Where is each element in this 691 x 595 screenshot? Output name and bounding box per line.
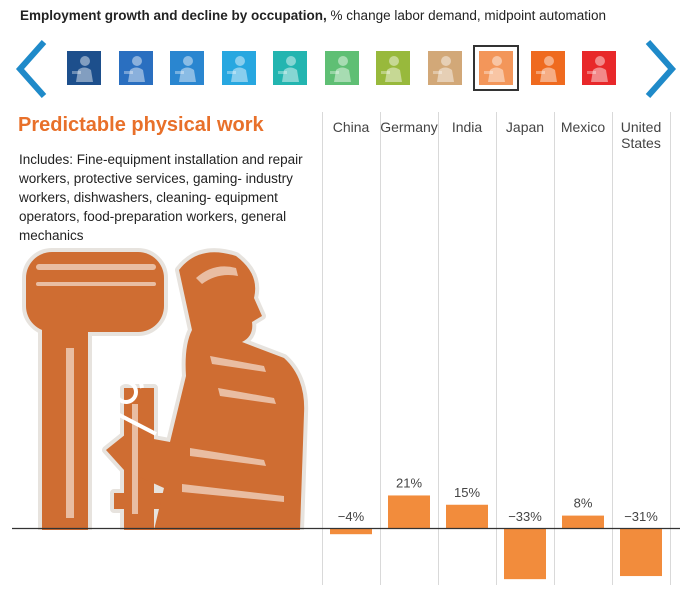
worker-icon[interactable] [530, 51, 565, 85]
bar-china [330, 528, 372, 535]
data-label: −4% [338, 509, 365, 524]
worker-icon[interactable] [376, 51, 410, 85]
data-label: −31% [624, 509, 658, 524]
chevron-left-icon [15, 40, 47, 98]
prev-occupation-button[interactable] [12, 38, 52, 100]
worker-icon[interactable] [427, 51, 462, 85]
country-label: United States [620, 119, 662, 151]
country-label: Germany [380, 119, 438, 135]
machinist-at-drill-press-icon [14, 238, 314, 534]
data-label: 21% [396, 475, 422, 490]
worker-icon[interactable] [67, 51, 101, 85]
worker-icon[interactable] [324, 51, 359, 85]
header-title-rest: % change labor demand, midpoint automati… [326, 8, 606, 23]
country-label: China [332, 119, 370, 135]
header-title-bold: Employment growth and decline by occupat… [20, 8, 327, 23]
country-label: Mexico [560, 119, 606, 135]
chart-header: Employment growth and decline by occupat… [20, 8, 606, 23]
worker-icon[interactable] [118, 51, 153, 85]
occupation-icon-strip [0, 45, 691, 93]
chevron-right-icon [645, 40, 677, 98]
country-label: India [451, 119, 483, 135]
next-occupation-button[interactable] [640, 38, 680, 100]
bar-mexico [562, 515, 604, 528]
bar-united-states [620, 528, 662, 577]
category-includes: Includes: Fine-equipment installation an… [19, 152, 303, 243]
bar-india [446, 504, 488, 528]
data-label: 15% [454, 485, 480, 500]
worker-icon[interactable] [582, 51, 616, 85]
country-label: Japan [505, 119, 545, 135]
bar-japan [504, 528, 546, 580]
bar-germany [388, 495, 430, 528]
worker-icon[interactable] [273, 51, 307, 85]
data-label: −33% [508, 509, 542, 524]
data-label: 8% [574, 496, 593, 511]
worker-icon[interactable] [473, 45, 519, 91]
worker-icon[interactable] [170, 51, 204, 85]
worker-icon[interactable] [221, 51, 256, 85]
category-title: Predictable physical work [18, 114, 264, 136]
